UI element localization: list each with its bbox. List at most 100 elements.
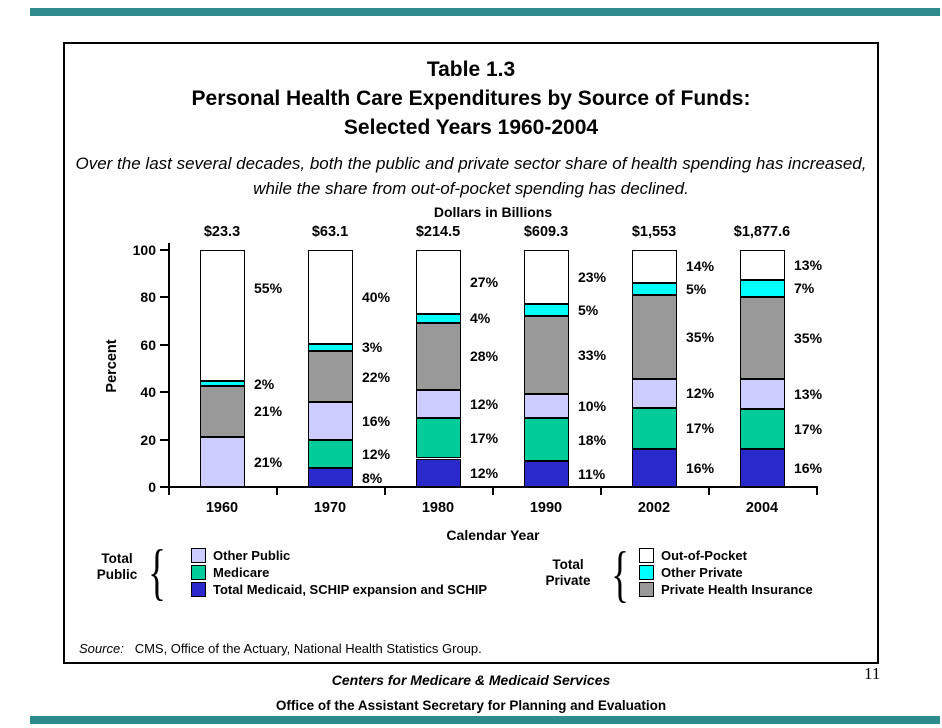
bar-segment-out-of-pocket xyxy=(632,249,677,284)
segment-value-label: 7% xyxy=(794,280,815,297)
y-tick-label: 80 xyxy=(140,289,156,305)
segment-value-label: 21% xyxy=(254,453,283,470)
bottom-accent-bar xyxy=(30,716,940,724)
page-number: 11 xyxy=(864,664,881,683)
legend-group-title-total-public: Total Public xyxy=(88,551,146,583)
chart-title: Dollars in Billions xyxy=(433,204,553,220)
legend-label-out-of-pocket: Out-of-Pocket xyxy=(661,548,747,563)
bar-total-label: $609.3 xyxy=(523,224,569,240)
segment-value-label: 12% xyxy=(470,464,499,481)
source-text: CMS, Office of the Actuary, National Hea… xyxy=(134,641,482,656)
segment-value-label: 12% xyxy=(686,385,715,402)
legend-total-private-line1: Total xyxy=(552,557,584,572)
bar-segment-total-medicaid-schip-expansion-and-schip xyxy=(740,449,785,487)
source-prefix: Source: xyxy=(79,641,124,656)
bar-segment-total-medicaid-schip-expansion-and-schip xyxy=(632,448,677,487)
y-tick-mark xyxy=(160,248,168,251)
bar-segment-other-public xyxy=(308,402,353,440)
x-tick-mark xyxy=(708,487,710,495)
bar-segment-out-of-pocket xyxy=(524,249,569,305)
legend-total-public-line1: Total xyxy=(101,551,133,566)
segment-value-label: 16% xyxy=(362,413,391,430)
bar-segment-private-health-insurance xyxy=(200,386,245,437)
footer-cms-line: Centers for Medicare & Medicaid Services xyxy=(331,672,611,688)
bar-segment-other-private xyxy=(524,304,569,316)
y-tick-mark xyxy=(160,343,168,346)
y-axis-line xyxy=(168,243,170,488)
legend-label-medicare: Medicare xyxy=(213,565,270,580)
segment-value-label: 5% xyxy=(686,281,707,298)
y-tick-mark xyxy=(160,296,168,298)
bar-segment-private-health-insurance xyxy=(416,323,461,390)
bar-total-label: $214.5 xyxy=(415,224,461,240)
segment-value-label: 28% xyxy=(470,348,499,365)
top-accent-bar xyxy=(30,8,940,16)
segment-value-label: 35% xyxy=(686,329,715,346)
x-tick-mark xyxy=(600,487,602,495)
y-tick-label: 20 xyxy=(140,431,156,448)
bar-segment-out-of-pocket xyxy=(308,249,353,344)
bar-segment-medicare xyxy=(308,440,353,469)
legend-swatch-medicare xyxy=(191,565,206,580)
bar-segment-total-medicaid-schip-expansion-and-schip xyxy=(524,460,569,487)
y-tick-label: 100 xyxy=(132,241,156,258)
legend-total-public-line2: Public xyxy=(96,567,138,582)
x-tick-mark xyxy=(276,487,278,495)
x-tick-label: 1980 xyxy=(421,500,455,516)
bar-segment-other-private xyxy=(308,343,353,351)
footer-aspe-line: Office of the Assistant Secretary for Pl… xyxy=(275,698,667,713)
bar-segment-medicare xyxy=(632,407,677,449)
segment-value-label: 55% xyxy=(254,279,283,296)
slide-title-line2: Personal Health Care Expenditures by Sou… xyxy=(191,87,751,110)
segment-value-label: 35% xyxy=(794,329,823,346)
content-frame: Table 1.3 Personal Health Care Expenditu… xyxy=(63,42,879,664)
y-tick-label: 60 xyxy=(140,336,156,353)
bar-segment-private-health-insurance xyxy=(524,316,569,395)
segment-value-label: 22% xyxy=(362,368,391,385)
segment-value-label: 12% xyxy=(470,395,499,412)
legend-swatch-out-of-pocket xyxy=(639,548,654,563)
bar-segment-out-of-pocket xyxy=(740,249,785,281)
segment-value-label: 33% xyxy=(578,347,607,364)
x-tick-label: 1990 xyxy=(529,500,563,516)
segment-value-label: 23% xyxy=(578,268,607,285)
bar-segment-medicare xyxy=(524,418,569,461)
bar-segment-total-medicaid-schip-expansion-and-schip xyxy=(416,458,461,487)
bar-segment-medicare xyxy=(416,418,461,459)
x-tick-mark xyxy=(384,487,386,495)
segment-value-label: 3% xyxy=(362,339,383,356)
segment-value-label: 17% xyxy=(686,420,715,437)
legend-total-private-line2: Private xyxy=(545,573,591,588)
y-tick-label: 0 xyxy=(148,479,156,495)
slide-title: Table 1.3 Personal Health Care Expenditu… xyxy=(65,55,877,142)
y-tick-label: 40 xyxy=(140,384,156,400)
segment-value-label: 10% xyxy=(578,398,607,415)
bar-segment-private-health-insurance xyxy=(308,350,353,403)
bar-segment-other-public xyxy=(632,379,677,408)
x-tick-label: 1960 xyxy=(205,500,239,516)
bar-segment-other-public xyxy=(416,389,461,419)
bar-segment-out-of-pocket xyxy=(200,249,245,382)
legend-swatch-medicaid xyxy=(191,582,206,597)
segment-value-label: 18% xyxy=(578,431,607,448)
bar-segment-other-public xyxy=(200,436,245,487)
segment-value-label: 17% xyxy=(470,430,499,447)
legend-label-private-health-insurance: Private Health Insurance xyxy=(661,582,813,597)
x-tick-label: 2004 xyxy=(745,500,779,516)
legend-swatch-private-health-insurance xyxy=(639,582,654,597)
legend-group-title-total-private: Total Private xyxy=(536,557,600,589)
slide-title-line3: Selected Years 1960-2004 xyxy=(343,116,599,139)
legend-label-medicaid: Total Medicaid, SCHIP expansion and SCHI… xyxy=(213,582,488,597)
segment-value-label: 4% xyxy=(470,310,491,327)
x-tick-mark xyxy=(168,487,170,495)
bar-total-label: $63.1 xyxy=(311,224,349,240)
x-tick-mark xyxy=(492,487,494,495)
legend-label-other-public: Other Public xyxy=(213,548,291,563)
bar-segment-other-public xyxy=(524,394,569,419)
segment-value-label: 16% xyxy=(794,460,823,477)
bar-segment-private-health-insurance xyxy=(740,296,785,379)
x-tick-mark xyxy=(816,487,818,495)
x-tick-label: 2002 xyxy=(637,500,671,516)
